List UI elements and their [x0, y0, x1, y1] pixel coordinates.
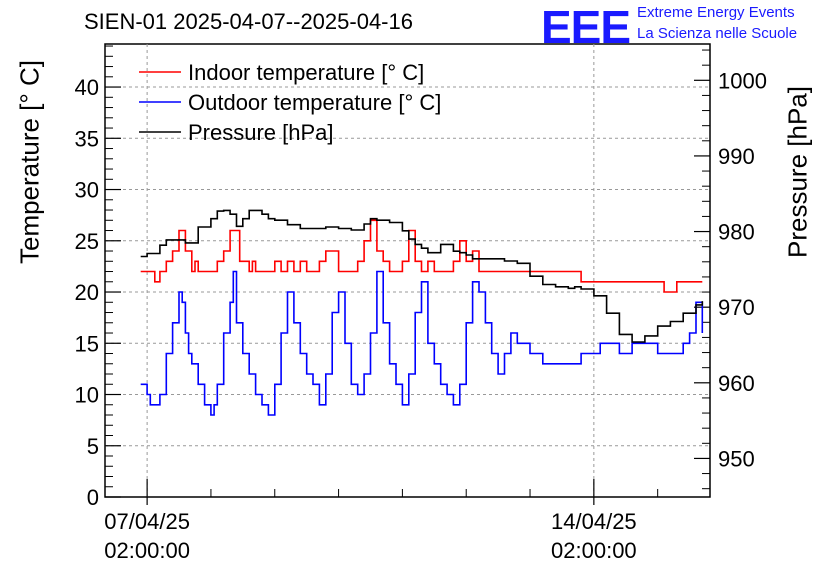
- legend-entry: Pressure [hPa]: [188, 120, 334, 145]
- x-tick-date: 14/04/25: [551, 509, 637, 534]
- y-right-tick-label: 970: [718, 295, 755, 320]
- legend-entry: Indoor temperature [° C]: [188, 60, 424, 85]
- y-left-tick-label: 40: [75, 75, 99, 100]
- x-tick-time: 02:00:00: [551, 538, 637, 563]
- logo-caption-line2: La Scienza nelle Scuole: [637, 25, 798, 42]
- y-axis-left-label: Temperature [° C]: [14, 59, 45, 265]
- y-left-tick-label: 15: [75, 331, 99, 356]
- y-right-tick-label: 950: [718, 446, 755, 471]
- y-left-tick-label: 30: [75, 178, 99, 203]
- x-tick-time: 02:00:00: [104, 538, 190, 563]
- y-left-tick-label: 10: [75, 383, 99, 408]
- series-line-3: [140, 209, 704, 343]
- y-axis-right-label: Pressure [hPa]: [782, 86, 813, 258]
- x-tick-date: 07/04/25: [104, 509, 190, 534]
- series-line-2: [140, 270, 704, 416]
- x-tick-label: 14/04/25 02:00:00: [551, 507, 637, 565]
- chart-title: SIEN-01 2025-04-07--2025-04-16: [84, 9, 413, 34]
- y-left-tick-label: 0: [87, 485, 99, 510]
- logo-caption-line1: Extreme Energy Events: [637, 4, 795, 21]
- y-left-tick-label: 5: [87, 434, 99, 459]
- x-tick-label: 07/04/25 02:00:00: [104, 507, 190, 565]
- y-right-tick-label: 990: [718, 144, 755, 169]
- y-right-tick-label: 1000: [718, 68, 767, 93]
- legend-entry: Outdoor temperature [° C]: [188, 90, 441, 115]
- y-left-tick-label: 20: [75, 280, 99, 305]
- y-right-tick-label: 980: [718, 220, 755, 245]
- series-line-1: [140, 219, 703, 293]
- eee-logo: EEE: [541, 1, 631, 53]
- y-left-tick-label: 35: [75, 126, 99, 151]
- y-left-tick-label: 25: [75, 229, 99, 254]
- y-right-tick-label: 960: [718, 371, 755, 396]
- plot-frame: [104, 43, 711, 498]
